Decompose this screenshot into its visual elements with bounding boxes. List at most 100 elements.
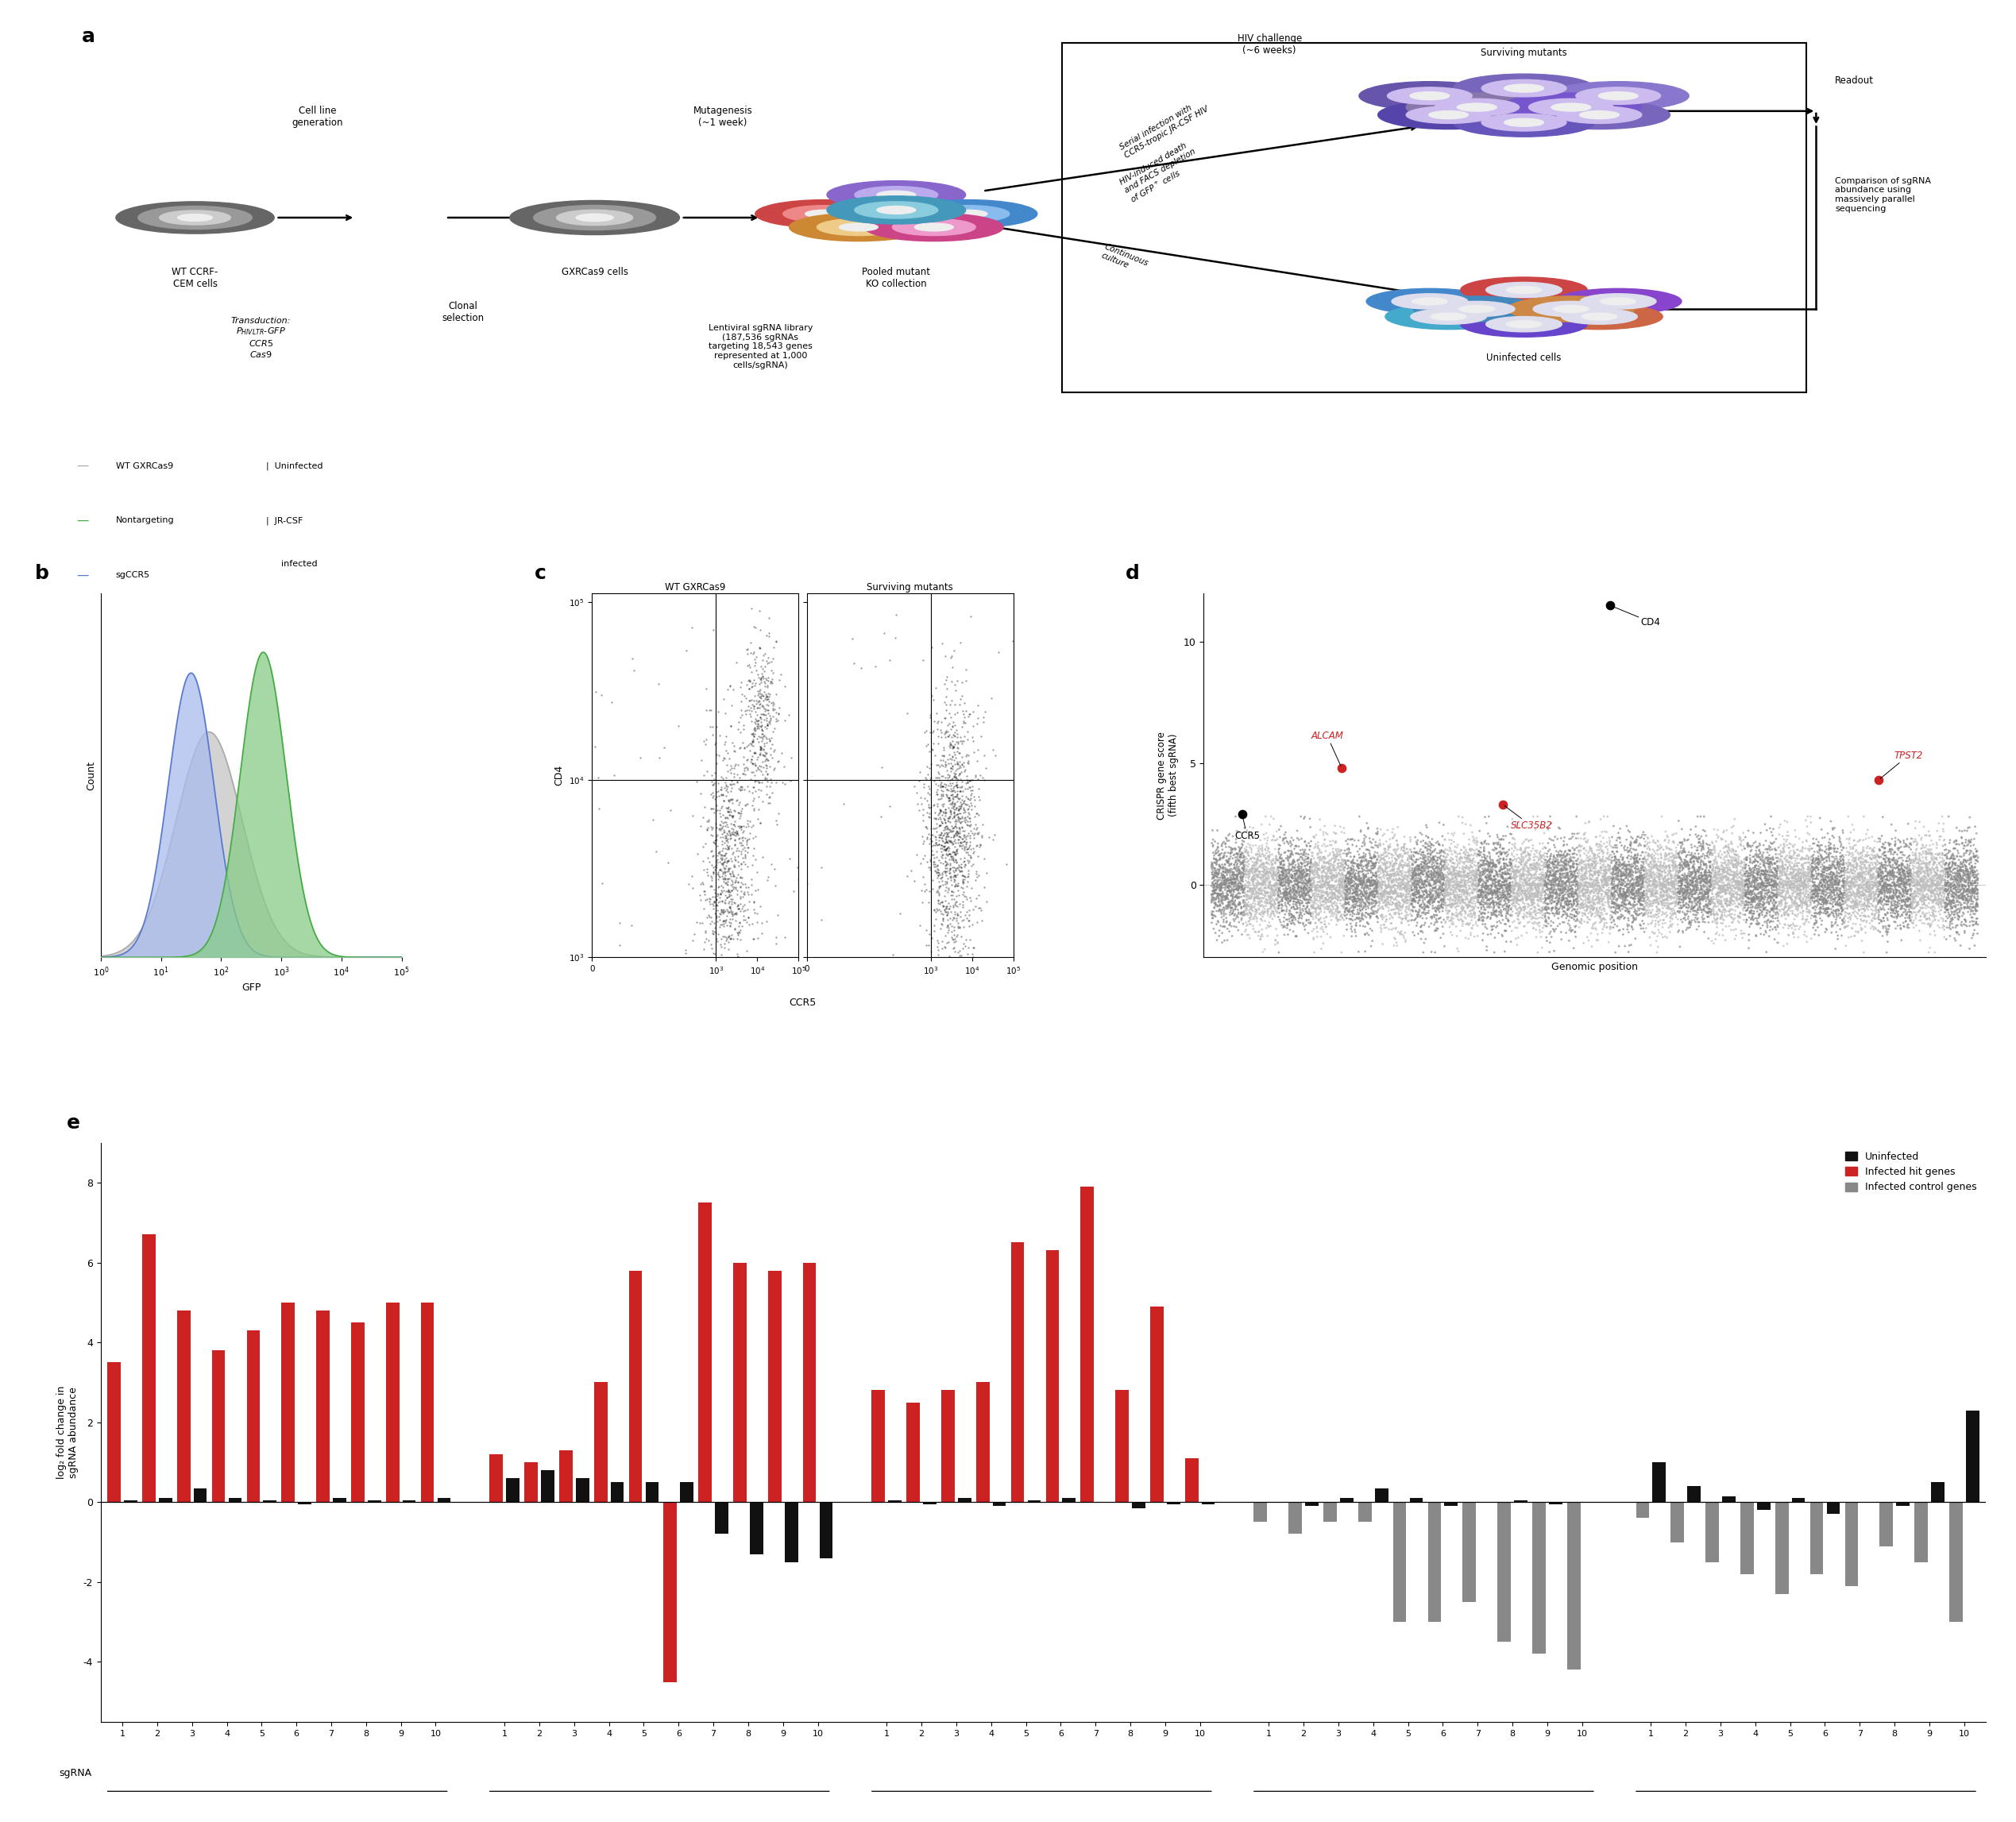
Point	[1697, 851, 1730, 880]
Point	[1472, 889, 1504, 918]
Point	[1314, 864, 1347, 893]
Point	[1421, 844, 1454, 873]
Point	[1663, 844, 1695, 873]
Point	[1452, 869, 1484, 898]
Point	[1385, 840, 1417, 869]
Point	[1808, 895, 1841, 924]
Point	[1210, 867, 1242, 896]
Point	[1901, 847, 1933, 876]
Point	[744, 596, 776, 625]
Point	[1738, 862, 1770, 891]
Point	[1760, 862, 1792, 891]
Point	[1691, 898, 1724, 927]
Point	[1879, 880, 1911, 909]
Point	[1562, 831, 1595, 860]
Point	[1706, 904, 1738, 933]
Point	[1657, 851, 1689, 880]
Bar	[1915, 1501, 1927, 1561]
Point	[1431, 882, 1464, 911]
Point	[1895, 864, 1927, 893]
Point	[1198, 873, 1230, 902]
Point	[1492, 887, 1524, 916]
Point	[1218, 855, 1250, 884]
Point	[1409, 865, 1441, 895]
Point	[1951, 836, 1984, 865]
Point	[1631, 873, 1663, 902]
Circle shape	[855, 186, 937, 204]
Point	[1439, 885, 1472, 915]
Point	[1480, 840, 1512, 869]
Point	[1425, 864, 1458, 893]
Point	[1570, 858, 1603, 887]
Point	[1458, 836, 1490, 865]
Point	[1818, 867, 1851, 896]
Point	[1200, 858, 1232, 887]
Point	[1597, 844, 1629, 873]
Point	[1566, 871, 1599, 900]
Point	[1256, 891, 1288, 920]
Point	[1712, 875, 1744, 904]
Point	[1667, 847, 1699, 876]
Point	[1655, 867, 1687, 896]
Point	[1534, 880, 1566, 909]
Point	[1556, 882, 1589, 911]
Point	[1935, 869, 1968, 898]
Point	[1875, 889, 1907, 918]
Point	[1516, 836, 1548, 865]
Point	[1234, 889, 1266, 918]
Bar	[506, 1478, 520, 1501]
Point	[704, 740, 736, 769]
Point	[1310, 818, 1343, 847]
Point	[696, 889, 728, 918]
Point	[1758, 871, 1790, 900]
Point	[1294, 867, 1327, 896]
Point	[1347, 864, 1379, 893]
Point	[1945, 842, 1978, 871]
Point	[1881, 893, 1913, 922]
Point	[1262, 927, 1294, 957]
Point	[1951, 875, 1984, 904]
Point	[1450, 878, 1482, 907]
Point	[1411, 834, 1443, 864]
Point	[1445, 855, 1478, 884]
Point	[1740, 875, 1772, 904]
Point	[1804, 884, 1837, 913]
Point	[1212, 889, 1244, 918]
Point	[1284, 889, 1316, 918]
Point	[1857, 864, 1889, 893]
Point	[1810, 856, 1843, 885]
Point	[1577, 891, 1609, 920]
Point	[716, 796, 748, 825]
Point	[1798, 876, 1831, 906]
Point	[1796, 849, 1829, 878]
Point	[712, 674, 744, 703]
Point	[1685, 855, 1718, 884]
Point	[1746, 911, 1778, 940]
Point	[1889, 867, 1921, 896]
Point	[1822, 889, 1855, 918]
Point	[1595, 840, 1627, 869]
Point	[1288, 851, 1320, 880]
Point	[1782, 871, 1814, 900]
Point	[1486, 860, 1518, 889]
Point	[1439, 882, 1472, 911]
Point	[736, 718, 768, 747]
Point	[1881, 885, 1913, 915]
Point	[1786, 871, 1818, 900]
Point	[1564, 869, 1597, 898]
Point	[1706, 909, 1738, 938]
Point	[1776, 849, 1808, 878]
Point	[1337, 885, 1369, 915]
Point	[1522, 871, 1554, 900]
Point	[1867, 851, 1899, 880]
Point	[1419, 896, 1452, 926]
Point	[865, 752, 897, 782]
Point	[1532, 895, 1564, 924]
Point	[1899, 871, 1931, 900]
Point	[1228, 900, 1260, 929]
Point	[1939, 851, 1972, 880]
Point	[1667, 885, 1699, 915]
Point	[1599, 842, 1631, 871]
Point	[1407, 844, 1439, 873]
Point	[1322, 898, 1355, 927]
